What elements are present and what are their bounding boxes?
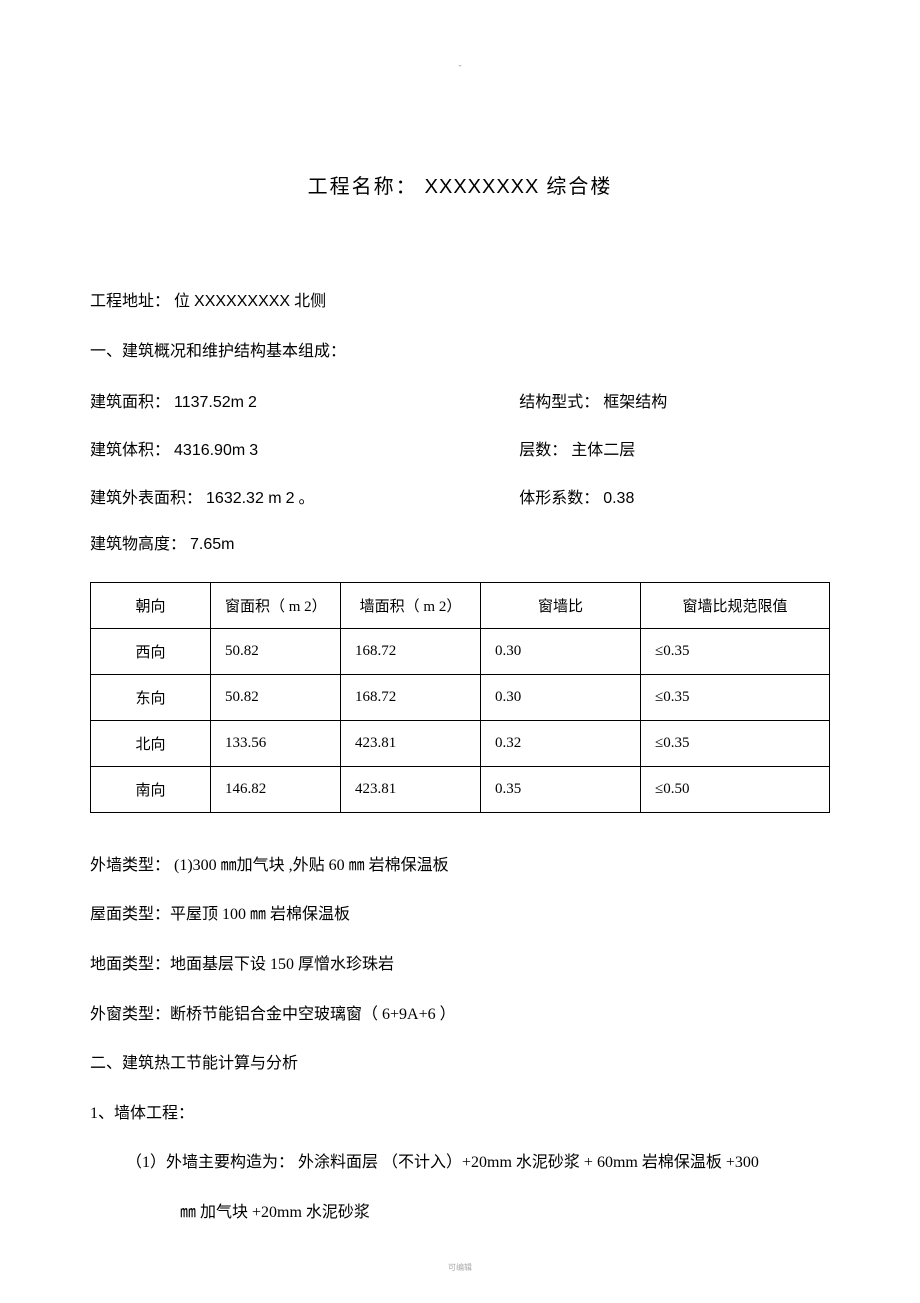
- floor-type: 地面类型：地面基层下设 150 厚憎水珍珠岩: [90, 952, 830, 978]
- cell-orientation: 北向: [91, 720, 211, 766]
- cell-orientation: 西向: [91, 628, 211, 674]
- structure-type-value: 框架结构: [603, 394, 667, 411]
- col-header-window-area: 窗面积（ m 2）: [211, 582, 341, 628]
- window-type: 外窗类型：断桥节能铝合金中空玻璃窗（ 6+9A+6 ）: [90, 1002, 830, 1028]
- cell-orientation: 东向: [91, 674, 211, 720]
- wall-construction-line2: ㎜ 加气块 +20mm 水泥砂浆: [90, 1200, 830, 1226]
- cell-orientation: 南向: [91, 766, 211, 812]
- col-header-ratio: 窗墙比: [481, 582, 641, 628]
- info-row-surface: 建筑外表面积： 1632.32 m 2 。 体形系数： 0.38: [90, 484, 830, 508]
- height-value: 7.65m: [190, 536, 234, 553]
- item-1-heading: 1、墙体工程：: [90, 1101, 830, 1127]
- building-area-unit: 2: [248, 394, 257, 411]
- cell-window-area: 146.82: [211, 766, 341, 812]
- cell-wall-area: 423.81: [341, 766, 481, 812]
- surface-area-unit: 2: [286, 490, 295, 507]
- info-row-area: 建筑面积： 1137.52m 2 结构型式： 框架结构: [90, 388, 830, 412]
- cell-ratio: 0.35: [481, 766, 641, 812]
- cell-limit: ≤0.35: [641, 628, 830, 674]
- col-header-wall-area: 墙面积（ m 2）: [341, 582, 481, 628]
- structure-type-label: 结构型式：: [519, 394, 599, 411]
- top-mark: -: [90, 60, 830, 70]
- height-label: 建筑物高度：: [90, 536, 186, 553]
- roof-type: 屋面类型：平屋顶 100 ㎜ 岩棉保温板: [90, 902, 830, 928]
- footer-mark: 可编辑: [0, 1262, 920, 1273]
- window-wall-ratio-table: 朝向 窗面积（ m 2） 墙面积（ m 2） 窗墙比 窗墙比规范限值 西向 50…: [90, 582, 830, 813]
- cell-window-area: 133.56: [211, 720, 341, 766]
- cell-ratio: 0.30: [481, 674, 641, 720]
- cell-limit: ≤0.35: [641, 674, 830, 720]
- section-1-heading: 一、建筑概况和维护结构基本组成：: [90, 339, 830, 365]
- floors-value: 主体二层: [571, 442, 635, 459]
- address-prefix: 位: [174, 293, 194, 310]
- building-area-value: 1137.52m: [174, 394, 244, 411]
- table-row: 北向 133.56 423.81 0.32 ≤0.35: [91, 720, 830, 766]
- cell-wall-area: 168.72: [341, 674, 481, 720]
- shape-coef-label: 体形系数：: [519, 490, 599, 507]
- table-row: 南向 146.82 423.81 0.35 ≤0.50: [91, 766, 830, 812]
- document-title: 工程名称： XXXXXXXX 综合楼: [90, 170, 830, 199]
- address-label: 工程地址：: [90, 293, 170, 310]
- col-header-orientation: 朝向: [91, 582, 211, 628]
- title-project-code: XXXXXXXX: [425, 176, 540, 198]
- floors-label: 层数：: [519, 442, 567, 459]
- cell-ratio: 0.30: [481, 628, 641, 674]
- address-suffix: 北侧: [294, 293, 326, 310]
- col-header-limit: 窗墙比规范限值: [641, 582, 830, 628]
- surface-area-end: 。: [299, 490, 315, 507]
- cell-window-area: 50.82: [211, 674, 341, 720]
- building-volume-value: 4316.90m: [174, 442, 245, 459]
- cell-limit: ≤0.35: [641, 720, 830, 766]
- surface-area-label: 建筑外表面积：: [90, 490, 202, 507]
- wall-type: 外墙类型： (1)300 ㎜加气块 ,外贴 60 ㎜ 岩棉保温板: [90, 853, 830, 879]
- title-prefix: 工程名称：: [308, 176, 418, 198]
- info-row-volume: 建筑体积： 4316.90m 3 层数： 主体二层: [90, 436, 830, 460]
- project-address: 工程地址： 位 XXXXXXXXX 北侧: [90, 289, 830, 315]
- building-height: 建筑物高度： 7.65m: [90, 532, 830, 558]
- address-code: XXXXXXXXX: [194, 293, 290, 310]
- building-volume-label: 建筑体积：: [90, 442, 170, 459]
- table-row: 东向 50.82 168.72 0.30 ≤0.35: [91, 674, 830, 720]
- building-area-label: 建筑面积：: [90, 394, 170, 411]
- building-volume-unit: 3: [249, 442, 258, 459]
- table-header-row: 朝向 窗面积（ m 2） 墙面积（ m 2） 窗墙比 窗墙比规范限值: [91, 582, 830, 628]
- surface-area-value: 1632.32 m: [206, 490, 282, 507]
- cell-window-area: 50.82: [211, 628, 341, 674]
- title-suffix: 综合楼: [546, 176, 612, 198]
- wall-construction-line1: （1）外墙主要构造为： 外涂料面层 （不计入）+20mm 水泥砂浆 + 60mm…: [90, 1150, 830, 1176]
- section-2-heading: 二、建筑热工节能计算与分析: [90, 1051, 830, 1077]
- cell-limit: ≤0.50: [641, 766, 830, 812]
- table-row: 西向 50.82 168.72 0.30 ≤0.35: [91, 628, 830, 674]
- cell-wall-area: 168.72: [341, 628, 481, 674]
- cell-wall-area: 423.81: [341, 720, 481, 766]
- shape-coef-value: 0.38: [603, 490, 634, 507]
- cell-ratio: 0.32: [481, 720, 641, 766]
